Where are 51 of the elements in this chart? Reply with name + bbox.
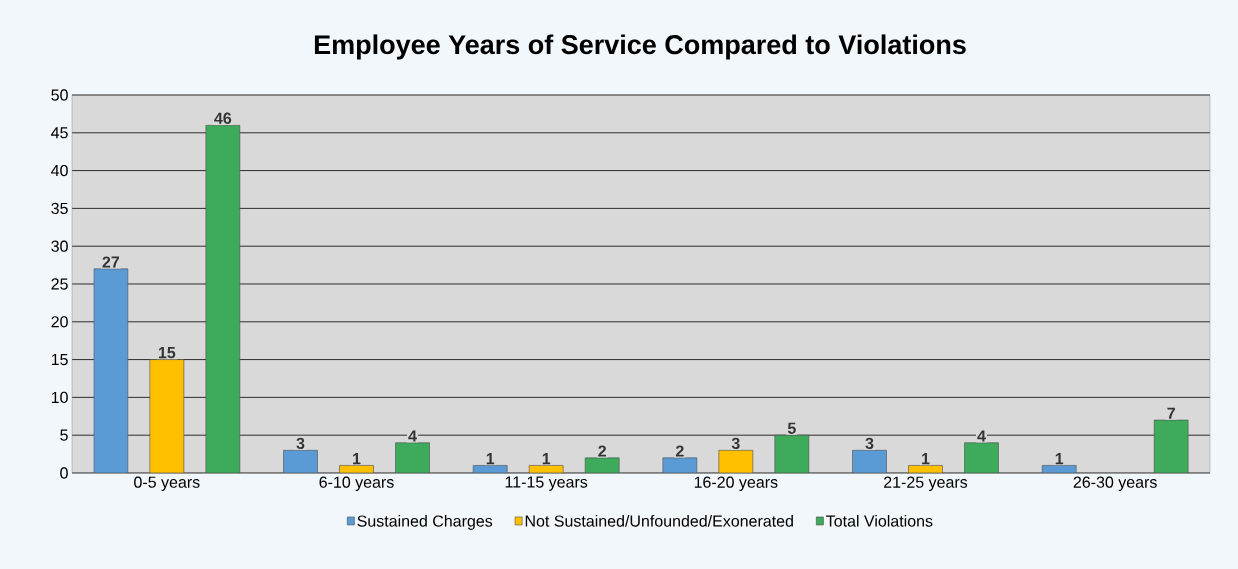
y-tick-label: 5 — [60, 429, 68, 441]
bar — [205, 124, 241, 473]
x-tick-label: 0-5 years — [134, 476, 200, 492]
data-label: 2 — [598, 445, 606, 457]
x-tick-label: 11-15 years — [505, 476, 588, 491]
bar — [662, 457, 698, 473]
data-label: 1 — [922, 453, 930, 465]
data-label: 7 — [1167, 407, 1175, 419]
y-tick-label: 50 — [51, 89, 68, 101]
y-tick-label: 35 — [51, 202, 68, 215]
bar — [774, 434, 810, 473]
bar — [964, 442, 999, 473]
data-label: 15 — [158, 347, 176, 359]
legend-label: Not Sustained/Unfounded/Exonerated — [525, 514, 793, 527]
y-tick-label: 40 — [51, 164, 68, 177]
bar — [1041, 465, 1077, 473]
data-label: 1 — [353, 453, 361, 465]
bar — [852, 450, 887, 473]
legend-label: Sustained Charges — [357, 514, 493, 530]
y-tick-label: 30 — [51, 240, 68, 252]
data-label: 3 — [296, 437, 305, 449]
data-label: 46 — [214, 112, 232, 124]
chart-title: Employee Years of Service Compared to Violations — [314, 34, 966, 60]
data-label: 4 — [408, 430, 417, 442]
bar — [93, 268, 129, 473]
bar — [283, 450, 318, 473]
data-label: 3 — [731, 437, 740, 449]
data-label: 1 — [486, 453, 495, 465]
data-label: 2 — [675, 445, 684, 457]
x-tick-label: 16-20 years — [694, 476, 778, 492]
x-tick-label: 6-10 years — [319, 476, 394, 492]
data-label: 5 — [787, 422, 796, 434]
bar — [1153, 419, 1189, 473]
bar — [718, 450, 754, 473]
data-label: 27 — [102, 256, 120, 268]
data-label: 3 — [865, 437, 874, 449]
data-label: 1 — [1055, 453, 1064, 465]
y-tick-label: 45 — [51, 127, 68, 139]
y-tick-label: 10 — [51, 391, 68, 404]
y-tick-label: 20 — [51, 316, 68, 328]
x-tick-label: 26-30 years — [1073, 476, 1157, 492]
data-label: 4 — [977, 430, 986, 442]
y-tick-label: 0 — [60, 467, 68, 479]
y-tick-label: 25 — [51, 278, 68, 290]
x-tick-label: 21-25 years — [884, 476, 968, 492]
bar — [472, 465, 508, 473]
y-tick-label: 15 — [51, 354, 68, 366]
data-label: 1 — [542, 453, 551, 465]
bar — [395, 442, 430, 473]
legend-label: Total Violations — [826, 514, 933, 527]
bar — [149, 359, 185, 473]
